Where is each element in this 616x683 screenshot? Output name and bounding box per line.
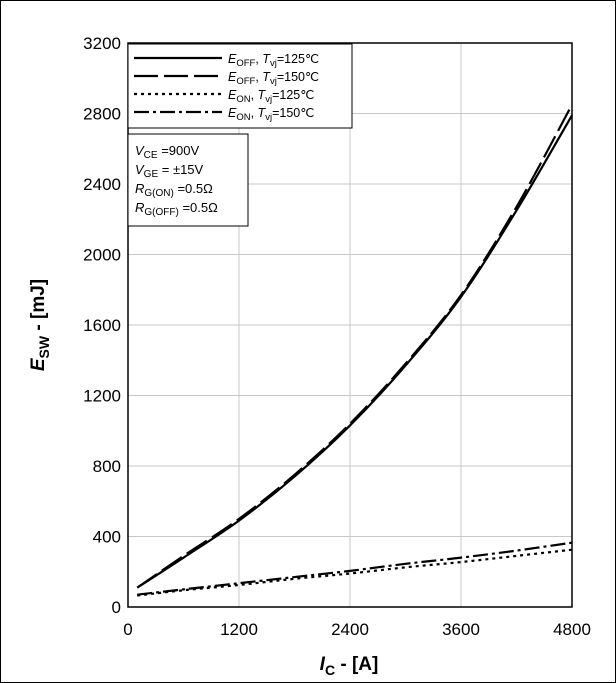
- x-tick-label: 0: [123, 620, 132, 639]
- series-lines: [136, 104, 573, 597]
- y-tick-labels: 0 400 800 1200 1600 2000 2400 2800 3200: [83, 34, 121, 617]
- y-tick-label: 2000: [83, 246, 121, 265]
- condition-line: RG(ON) =0.5Ω: [135, 181, 213, 199]
- x-axis-label: IC - [A]: [320, 654, 379, 678]
- series-line-4: [137, 541, 573, 596]
- condition-line: VGE = ±15V: [135, 162, 204, 180]
- y-tick-label: 1600: [83, 316, 121, 335]
- x-tick-label: 3600: [442, 620, 480, 639]
- conditions-box-border: [127, 133, 249, 227]
- x-tick-label: 2400: [331, 620, 369, 639]
- y-tick-label: 3200: [83, 34, 121, 53]
- y-tick-label: 1200: [83, 387, 121, 406]
- y-tick-label: 2800: [83, 105, 121, 124]
- y-tick-label: 800: [93, 457, 121, 476]
- y-tick-label: 400: [93, 528, 121, 547]
- x-tick-labels: 0 1200 2400 3600 4800: [123, 620, 591, 639]
- legend-entry-label: EON, Tvj=125℃: [228, 88, 314, 105]
- condition-line: VCE =900V: [135, 143, 199, 161]
- condition-line: RG(OFF) =0.5Ω: [135, 200, 218, 218]
- x-tick-label: 1200: [220, 620, 258, 639]
- plot-area-border: [127, 42, 573, 608]
- y-tick-label: 0: [112, 598, 121, 617]
- legend-entry-label: EOFF, Tvj=150℃: [228, 70, 319, 87]
- y-axis-label: ESW - [mJ]: [28, 279, 52, 371]
- legend-entry-label: EON, Tvj=150℃: [228, 106, 314, 123]
- y-tick-label: 2400: [83, 175, 121, 194]
- series-line-3: [137, 548, 573, 597]
- legend-entry-label: EOFF, Tvj=125℃: [228, 52, 319, 69]
- x-tick-label: 4800: [553, 620, 591, 639]
- series-line-1: [136, 114, 573, 589]
- series-line-2: [136, 104, 573, 589]
